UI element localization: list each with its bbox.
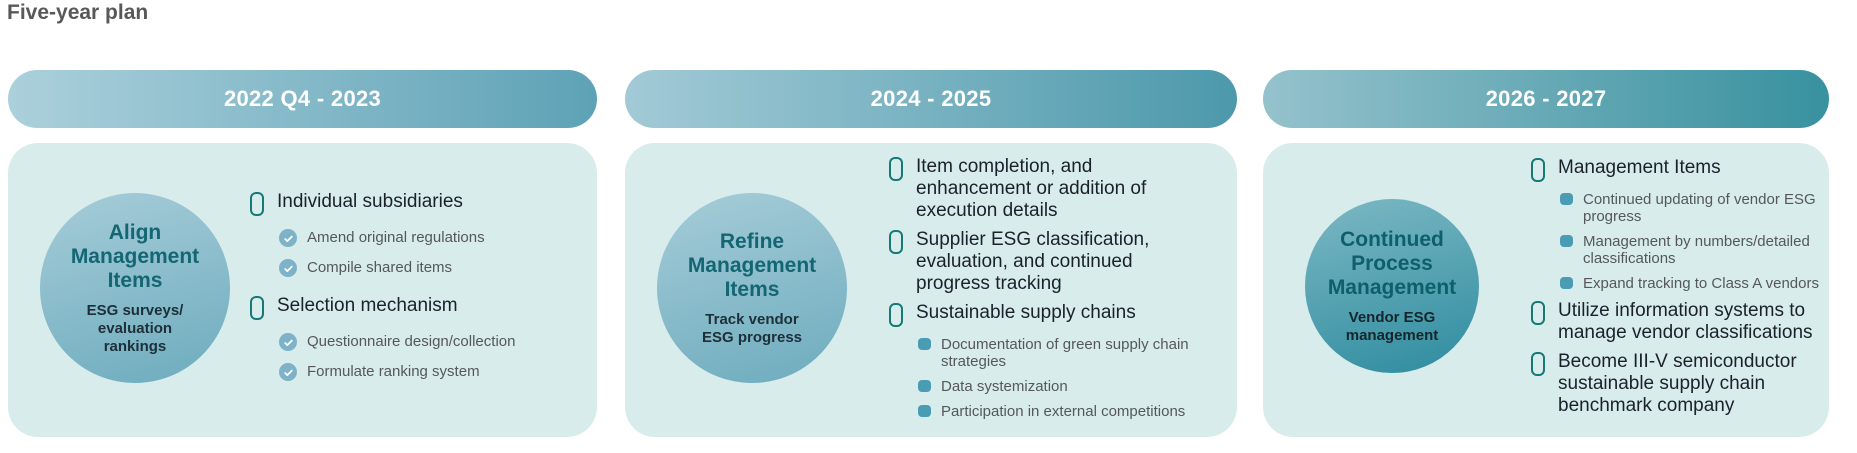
- check-circle-icon: [279, 333, 297, 351]
- plan-column-2024-2025: 2024 - 2025 Refine Management Items Trac…: [625, 70, 1237, 437]
- capsule-icon: [889, 230, 903, 254]
- list-item: Become III-V semiconductor sustainable s…: [1531, 351, 1829, 417]
- sub-item-label: Management by numbers/detailed classific…: [1583, 233, 1810, 267]
- sub-list-item: Compile shared items: [279, 259, 515, 277]
- plan-panel: Align Management Items ESG surveys/ eval…: [8, 143, 597, 437]
- item-label: Management Items: [1558, 157, 1721, 178]
- sub-item-label: Compile shared items: [307, 259, 453, 276]
- capsule-icon: [1531, 352, 1545, 376]
- sub-list-item: Amend original regulations: [279, 229, 515, 247]
- sub-item-label: Expand tracking to Class A vendors: [1583, 275, 1819, 292]
- item-label: Sustainable supply chains: [916, 302, 1136, 323]
- sub-item-list: Amend original regulations Compile shared…: [250, 229, 515, 277]
- list-item: Individual subsidiaries Amend original re…: [250, 191, 515, 277]
- item-list: Individual subsidiaries Amend original re…: [250, 191, 515, 393]
- capsule-icon: [889, 303, 903, 327]
- circle-title: Refine Management Items: [687, 229, 817, 301]
- list-item: Item completion, and enhancement or addi…: [889, 156, 1203, 222]
- sub-item-list: Continued updating of vendor ESG progres…: [1531, 191, 1829, 292]
- sub-list-item: Documentation of green supply chain stra…: [918, 336, 1203, 370]
- sub-item-label: Documentation of green supply chain stra…: [941, 336, 1189, 370]
- period-pill: 2026 - 2027: [1263, 70, 1829, 128]
- square-bullet-icon: [1560, 193, 1573, 205]
- item-list: Item completion, and enhancement or addi…: [889, 156, 1203, 428]
- plan-panel: Continued Process Management Vendor ESG …: [1263, 143, 1829, 437]
- square-bullet-icon: [1560, 277, 1573, 289]
- sub-item-label: Data systemization: [941, 378, 1068, 395]
- square-bullet-icon: [1560, 235, 1573, 247]
- capsule-icon: [250, 192, 264, 216]
- capsule-icon: [889, 157, 903, 181]
- item-label: Supplier ESG classification, evaluation,…: [916, 229, 1150, 294]
- list-item: Sustainable supply chains Documentation o…: [889, 302, 1203, 420]
- sub-item-label: Formulate ranking system: [307, 363, 480, 380]
- circle-subtitle: Vendor ESG management: [1345, 308, 1439, 344]
- period-label: 2024 - 2025: [870, 86, 992, 111]
- check-circle-icon: [279, 259, 297, 277]
- sub-list-item: Data systemization: [918, 378, 1203, 395]
- plan-panel: Refine Management Items Track vendor ESG…: [625, 143, 1237, 437]
- circle-subtitle: ESG surveys/ evaluation rankings: [86, 301, 184, 355]
- period-pill: 2022 Q4 - 2023: [8, 70, 597, 128]
- circle-title: Continued Process Management: [1327, 227, 1457, 299]
- sub-list-item: Participation in external competitions: [918, 403, 1203, 420]
- square-bullet-icon: [918, 338, 931, 350]
- sub-list-item: Management by numbers/detailed classific…: [1560, 233, 1829, 267]
- sub-item-list: Questionnaire design/collection Formulate…: [250, 333, 515, 381]
- list-item: Utilize information systems to manage ve…: [1531, 300, 1829, 344]
- period-label: 2026 - 2027: [1485, 86, 1607, 111]
- item-label: Item completion, and enhancement or addi…: [916, 156, 1147, 221]
- phase-circle: Align Management Items ESG surveys/ eval…: [40, 193, 230, 383]
- sub-item-label: Continued updating of vendor ESG progres…: [1583, 191, 1816, 225]
- plan-column-2026-2027: 2026 - 2027 Continued Process Management…: [1263, 70, 1829, 437]
- sub-list-item: Formulate ranking system: [279, 363, 515, 381]
- square-bullet-icon: [918, 380, 931, 392]
- item-list: Management Items Continued updating of ve…: [1531, 157, 1829, 424]
- capsule-icon: [1531, 301, 1545, 325]
- phase-circle: Refine Management Items Track vendor ESG…: [657, 193, 847, 383]
- sub-item-label: Participation in external competitions: [941, 403, 1186, 420]
- sub-list-item: Expand tracking to Class A vendors: [1560, 275, 1829, 292]
- item-label: Become III-V semiconductor sustainable s…: [1558, 351, 1797, 416]
- sub-item-label: Amend original regulations: [307, 229, 485, 246]
- item-label: Individual subsidiaries: [277, 191, 463, 212]
- item-label: Selection mechanism: [277, 295, 458, 316]
- sub-item-list: Documentation of green supply chain stra…: [889, 336, 1203, 420]
- check-circle-icon: [279, 363, 297, 381]
- period-pill: 2024 - 2025: [625, 70, 1237, 128]
- phase-circle: Continued Process Management Vendor ESG …: [1305, 199, 1479, 373]
- page-title: Five-year plan: [7, 1, 149, 24]
- list-item: Management Items Continued updating of ve…: [1531, 157, 1829, 292]
- capsule-icon: [250, 296, 264, 320]
- capsule-icon: [1531, 158, 1545, 182]
- circle-subtitle: Track vendor ESG progress: [701, 310, 803, 346]
- square-bullet-icon: [918, 405, 931, 417]
- list-item: Selection mechanism Questionnaire design/…: [250, 295, 515, 381]
- sub-list-item: Questionnaire design/collection: [279, 333, 515, 351]
- period-label: 2022 Q4 - 2023: [223, 86, 382, 111]
- circle-title: Align Management Items: [70, 220, 200, 292]
- check-circle-icon: [279, 229, 297, 247]
- sub-list-item: Continued updating of vendor ESG progres…: [1560, 191, 1829, 225]
- item-label: Utilize information systems to manage ve…: [1558, 300, 1813, 343]
- list-item: Supplier ESG classification, evaluation,…: [889, 229, 1203, 295]
- sub-item-label: Questionnaire design/collection: [307, 333, 516, 350]
- plan-column-2022-2023: 2022 Q4 - 2023 Align Management Items ES…: [8, 70, 597, 437]
